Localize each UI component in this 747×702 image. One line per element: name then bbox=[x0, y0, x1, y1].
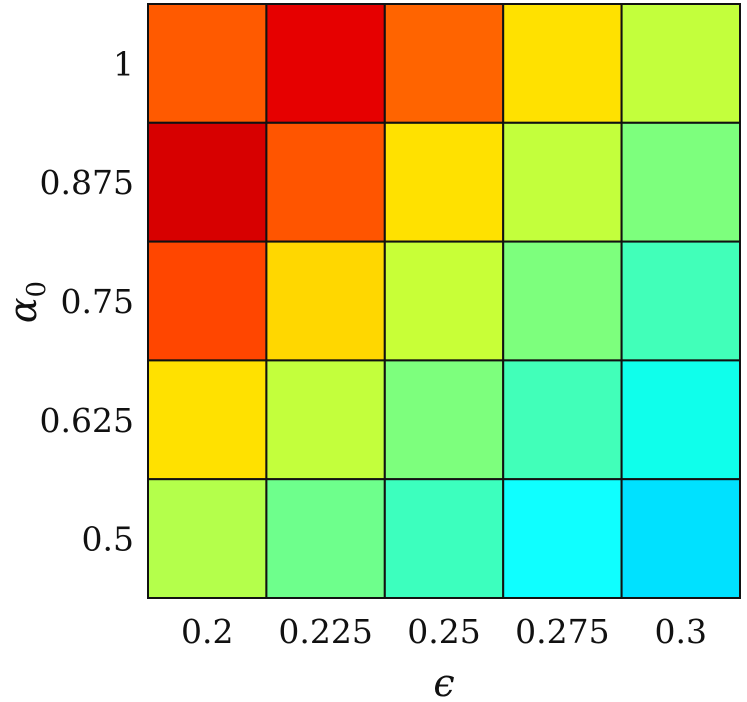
y-tick-label: 0.75 bbox=[61, 282, 134, 321]
heatmap-cell-0.5-0.275 bbox=[502, 478, 623, 600]
heatmap-cell-1-0.275 bbox=[502, 3, 623, 124]
y-axis-label-subscript: 0 bbox=[22, 281, 52, 298]
x-tick-label: 0.225 bbox=[278, 612, 372, 651]
heatmap-cell-0.625-0.2 bbox=[147, 359, 268, 481]
y-axis-label-symbol: α bbox=[1, 297, 45, 323]
heatmap-cell-0.875-0.2 bbox=[147, 121, 268, 243]
y-tick-labels: 1 0.875 0.75 0.625 0.5 bbox=[40, 44, 134, 558]
heatmap-cell-0.5-0.25 bbox=[383, 478, 505, 600]
x-tick-label: 0.2 bbox=[181, 612, 233, 651]
heatmap-cell-0.875-0.225 bbox=[265, 121, 386, 243]
heatmap-cell-0.75-0.3 bbox=[620, 240, 741, 362]
heatmap-cells bbox=[147, 3, 741, 600]
heatmap-cell-0.625-0.25 bbox=[383, 359, 505, 481]
x-tick-label: 0.3 bbox=[655, 612, 707, 651]
heatmap-cell-1-0.3 bbox=[620, 3, 741, 124]
heatmap-cell-0.75-0.25 bbox=[383, 240, 505, 362]
heatmap-cell-0.75-0.275 bbox=[502, 240, 623, 362]
heatmap-cell-1-0.225 bbox=[265, 3, 386, 124]
heatmap-cell-1-0.2 bbox=[147, 3, 268, 124]
y-tick-label: 1 bbox=[113, 44, 134, 83]
heatmap-cell-0.75-0.225 bbox=[265, 240, 386, 362]
heatmap-cell-0.875-0.275 bbox=[502, 121, 623, 243]
heatmap-cell-0.625-0.225 bbox=[265, 359, 386, 481]
heatmap-cell-0.625-0.275 bbox=[502, 359, 623, 481]
y-tick-label: 0.875 bbox=[40, 163, 134, 202]
y-tick-label: 0.5 bbox=[82, 520, 134, 559]
heatmap-cell-1-0.25 bbox=[383, 3, 505, 124]
heatmap-cell-0.875-0.25 bbox=[383, 121, 505, 243]
x-axis-label: ϵ bbox=[433, 661, 454, 702]
heatmap-cell-0.75-0.2 bbox=[147, 240, 268, 362]
x-tick-label: 0.275 bbox=[515, 612, 609, 651]
heatmap-cell-0.5-0.3 bbox=[620, 478, 741, 600]
y-axis-label: α0 bbox=[1, 281, 52, 323]
y-tick-label: 0.625 bbox=[40, 401, 134, 440]
heatmap-cell-0.875-0.3 bbox=[620, 121, 741, 243]
heatmap-cell-0.5-0.225 bbox=[265, 478, 386, 600]
heatmap-cell-0.5-0.2 bbox=[147, 478, 268, 600]
heatmap-cell-0.625-0.3 bbox=[620, 359, 741, 481]
x-tick-labels: 0.2 0.225 0.25 0.275 0.3 bbox=[181, 612, 707, 651]
x-tick-label: 0.25 bbox=[407, 612, 480, 651]
